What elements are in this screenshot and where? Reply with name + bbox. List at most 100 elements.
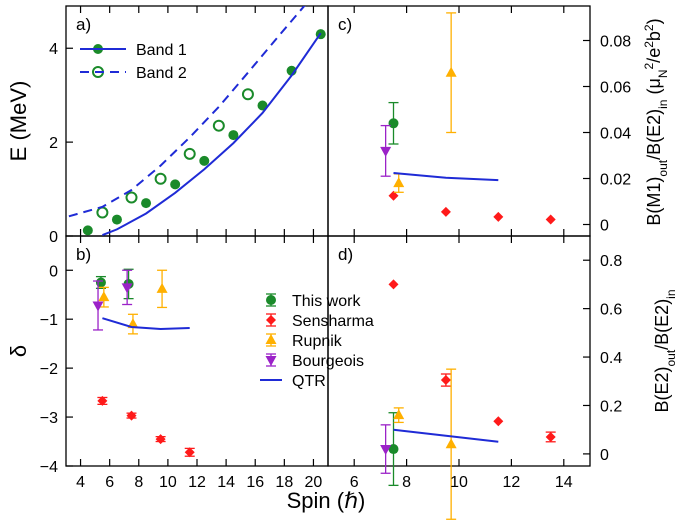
y-tick-label: 0 [600, 218, 609, 235]
title-part: out [664, 349, 678, 366]
title-part: 2 [642, 24, 656, 31]
qtr-line [393, 428, 499, 443]
panel-d-label: d) [338, 245, 353, 264]
bourgeois-point [380, 445, 392, 456]
y-tick-label: 0 [600, 447, 609, 464]
rupnik-point [445, 66, 457, 77]
legend-label: This work [292, 293, 361, 310]
band-2-point [212, 119, 225, 132]
this-work-point [388, 444, 399, 455]
legend-label: Band 1 [136, 42, 187, 59]
band-1-point [257, 100, 268, 111]
y-tick-label: −4 [40, 459, 58, 476]
y-tick-label: 0 [49, 263, 58, 280]
x-tick-label: 20 [305, 474, 323, 491]
y-tick-label: −1 [40, 312, 58, 329]
title-part: (μ [644, 78, 664, 99]
x-tick-label: 18 [275, 474, 293, 491]
sensharma-point [440, 206, 451, 217]
title-part: B(E2) [652, 367, 672, 413]
band-1-point [141, 198, 152, 209]
bourgeois-point [121, 283, 133, 294]
panel-a-frame [65, 5, 329, 237]
panel-a-label: a) [76, 15, 91, 34]
panel-b-frame [65, 235, 329, 467]
band-1-point [111, 214, 122, 225]
band-1-point [228, 130, 239, 141]
qtr-line [102, 317, 190, 331]
x-tick-label: 12 [503, 474, 521, 491]
y-axis-title-delta: δ [6, 345, 31, 357]
legend-label: Rupnik [292, 333, 343, 350]
title-part: in [656, 100, 670, 109]
x-tick-label: 10 [450, 474, 468, 491]
band-2-point [154, 172, 167, 185]
x-tick-label: 10 [159, 474, 177, 491]
y-tick-label: 0.02 [600, 172, 631, 189]
band-2-line [68, 6, 306, 218]
sensharma-point [545, 431, 556, 442]
rupnik-point [393, 177, 405, 188]
y-tick-label: 0.06 [600, 80, 631, 97]
y-tick-label: 0.8 [600, 253, 622, 270]
chart-marks [68, 6, 556, 520]
legend-label: QTR [292, 373, 326, 390]
legend-marker [265, 334, 277, 344]
sensharma-point [545, 214, 556, 225]
bourgeois-point [92, 301, 104, 312]
band-1-point [199, 155, 210, 166]
y-tick-label: 0.4 [600, 350, 622, 367]
title-part: ) [644, 18, 664, 24]
title-part: out [656, 159, 670, 176]
band-1-point [170, 179, 181, 190]
title-part: /e [644, 48, 664, 63]
panel-c-frame [327, 5, 591, 237]
x-tick-label: 16 [246, 474, 264, 491]
band-1-point [82, 225, 93, 236]
title-part: b [644, 31, 664, 41]
x-tick-label: 6 [350, 474, 359, 491]
y-tick-label: 0.2 [600, 398, 622, 415]
x-tick-label: 4 [76, 474, 85, 491]
title-part: /B(E2) [652, 299, 672, 350]
x-tick-label: 8 [402, 474, 411, 491]
title-part: 2 [642, 63, 656, 70]
title-part: N [656, 70, 670, 79]
sensharma-point [388, 279, 399, 290]
y-axis-title-be2: B(E2)out/B(E2)in [652, 289, 678, 412]
title-part: /B(E2) [644, 109, 664, 160]
rupnik-point [445, 438, 457, 449]
band-2-point [125, 191, 138, 204]
y-axis-title-energy: E (MeV) [6, 81, 31, 162]
y-tick-label: 0.04 [600, 126, 631, 143]
this-work-point [388, 118, 399, 129]
panel-frames [65, 5, 591, 467]
title-part: 2 [642, 41, 656, 48]
x-axis-title-spin: Spin (ℏ) [287, 488, 366, 513]
bourgeois-point [380, 146, 392, 157]
rupnik-point [98, 291, 110, 302]
y-tick-label: 4 [49, 41, 58, 58]
sensharma-point [155, 434, 166, 445]
y-tick-label: −3 [40, 410, 58, 427]
legend-marker [265, 356, 277, 366]
x-tick-label: 8 [134, 474, 143, 491]
band-2-point [96, 206, 109, 219]
sensharma-point [126, 410, 137, 421]
sensharma-point [493, 211, 504, 222]
legend-label: Sensharma [292, 313, 374, 330]
legend-label: Band 2 [136, 65, 187, 82]
legend-marker [266, 295, 276, 305]
qtr-line [393, 172, 499, 182]
sensharma-point [440, 375, 451, 386]
y-tick-label: 0.08 [600, 34, 631, 51]
sensharma-point [388, 190, 399, 201]
sensharma-point [184, 447, 195, 458]
title-part: in [664, 289, 678, 298]
sensharma-point [493, 416, 504, 427]
panel-c-label: c) [338, 15, 352, 34]
y-tick-label: 2 [49, 135, 58, 152]
x-tick-label: 12 [188, 474, 206, 491]
